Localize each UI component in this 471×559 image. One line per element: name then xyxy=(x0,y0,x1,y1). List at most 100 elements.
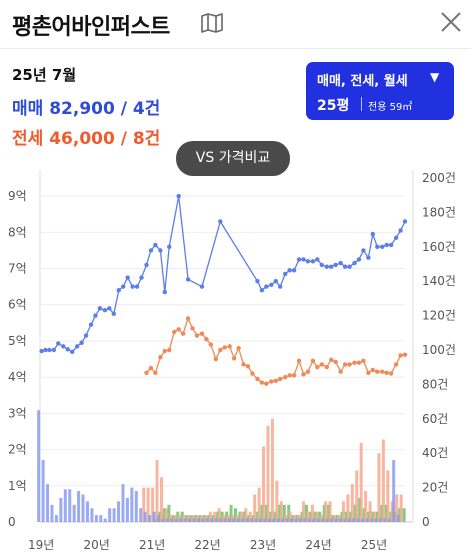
divider xyxy=(361,97,362,111)
volume-bar-sale xyxy=(148,515,152,522)
volume-bar-jeonse xyxy=(279,501,283,522)
volume-bar-sale xyxy=(125,497,129,522)
data-point-sale xyxy=(139,275,144,280)
data-point-jeonse xyxy=(329,357,334,362)
volume-bar-sale xyxy=(361,518,365,522)
data-point-jeonse xyxy=(176,327,181,332)
sale-summary: 매매 82,900 / 4건 xyxy=(12,94,160,119)
y-left-tick-label: 5억 xyxy=(8,334,27,348)
data-point-sale xyxy=(273,279,278,284)
volume-bar-sale xyxy=(165,518,169,522)
data-point-sale xyxy=(277,284,283,289)
volume-bar-jeonse xyxy=(399,494,403,522)
data-point-sale xyxy=(282,271,288,277)
data-point-jeonse xyxy=(185,316,191,321)
data-point-jeonse xyxy=(315,364,320,370)
volume-bar-sale xyxy=(196,518,200,522)
volume-bar-sale xyxy=(396,515,400,522)
volume-bar-sale xyxy=(201,518,205,522)
deal-type-selector[interactable]: 매매, 전세, 월세 ▼ 25평 전용 59㎡ xyxy=(306,62,454,120)
y-right-tick-label: 40건 xyxy=(422,446,448,460)
data-point-sale xyxy=(361,248,366,253)
period-label: 25년 7월 xyxy=(12,66,77,84)
sale-value: 82,900 / 4건 xyxy=(49,99,161,119)
deal-types-label: 매매, 전세, 월세 xyxy=(317,74,408,89)
volume-bar-sale xyxy=(307,518,311,522)
close-icon[interactable] xyxy=(437,8,465,36)
map-icon[interactable] xyxy=(200,13,224,33)
volume-bar-sale xyxy=(94,515,98,522)
volume-bar-jeonse xyxy=(262,446,266,522)
y-right-tick-label: 200건 xyxy=(422,171,456,185)
y-left-tick-label: 7억 xyxy=(8,262,27,276)
x-tick-label: 20년 xyxy=(83,538,109,552)
data-point-jeonse xyxy=(269,379,274,384)
data-point-sale xyxy=(356,257,362,262)
jeonse-label: 전세 xyxy=(12,129,44,149)
area-label: 전용 59㎡ xyxy=(368,102,413,113)
data-point-sale xyxy=(287,268,292,273)
data-point-sale xyxy=(176,193,181,199)
data-point-sale xyxy=(199,284,205,289)
y-left-tick-label: 3억 xyxy=(8,406,27,420)
volume-bar-sale xyxy=(298,518,302,522)
volume-bar-sale xyxy=(267,518,271,522)
data-point-jeonse xyxy=(333,359,338,365)
volume-bar-jeonse xyxy=(275,480,279,522)
data-point-sale xyxy=(69,349,75,355)
volume-bar-sale xyxy=(365,518,369,522)
data-point-jeonse xyxy=(342,362,348,367)
volume-bar-sale xyxy=(227,518,231,522)
data-point-sale xyxy=(65,347,70,352)
volume-bar-sale xyxy=(54,515,58,522)
volume-bar-sale xyxy=(192,518,196,522)
volume-bar-sale xyxy=(378,518,382,522)
volume-bar-sale xyxy=(281,518,285,522)
volume-bar-sale xyxy=(392,460,396,522)
volume-bar-jeonse xyxy=(217,508,221,522)
volume-bar-jeonse xyxy=(253,494,257,522)
data-point-jeonse xyxy=(208,342,214,347)
volume-bar-jeonse xyxy=(164,508,168,522)
data-point-sale xyxy=(366,255,371,260)
data-point-jeonse xyxy=(375,369,380,374)
volume-bar-sale xyxy=(316,518,320,522)
volume-bar-sale xyxy=(37,410,41,522)
y-right-tick-label: 60건 xyxy=(422,412,448,426)
data-point-jeonse xyxy=(172,329,177,335)
y-right-tick-label: 160건 xyxy=(422,240,456,254)
volume-bar-jeonse xyxy=(159,477,163,522)
data-point-jeonse xyxy=(250,371,255,376)
data-point-jeonse xyxy=(402,352,408,357)
volume-bar-sale xyxy=(383,518,387,522)
volume-bar-sale xyxy=(156,515,160,522)
data-point-jeonse xyxy=(310,358,316,364)
data-point-jeonse xyxy=(158,355,163,360)
data-point-sale xyxy=(158,248,163,253)
volume-bar-sale xyxy=(303,518,307,522)
volume-bar-sale xyxy=(343,518,347,522)
data-point-sale xyxy=(102,307,108,313)
y-right-tick-label: 180건 xyxy=(422,205,456,219)
data-point-sale xyxy=(347,264,352,269)
data-point-sale xyxy=(398,228,403,233)
volume-bar-sale xyxy=(236,518,240,522)
data-point-sale xyxy=(255,279,260,284)
compare-button[interactable]: VS 가격비교 xyxy=(176,141,290,176)
data-point-sale xyxy=(148,248,154,253)
data-point-sale xyxy=(329,264,334,269)
volume-bar-sale xyxy=(219,518,223,522)
data-point-jeonse xyxy=(324,364,329,370)
volume-bar-sale xyxy=(290,518,294,522)
y-right-tick-label: 140건 xyxy=(422,274,456,288)
data-point-sale xyxy=(153,242,158,248)
pyeong-label: 25평 xyxy=(317,98,350,114)
volume-bar-sale xyxy=(330,518,334,522)
volume-bar-sale xyxy=(50,504,54,522)
data-point-jeonse xyxy=(356,360,362,365)
volume-bar-jeonse xyxy=(315,511,319,522)
volume-bar-sale xyxy=(81,494,85,522)
data-point-jeonse xyxy=(231,356,237,361)
volume-bar-sale xyxy=(369,518,373,522)
volume-bar-jeonse xyxy=(364,491,368,522)
